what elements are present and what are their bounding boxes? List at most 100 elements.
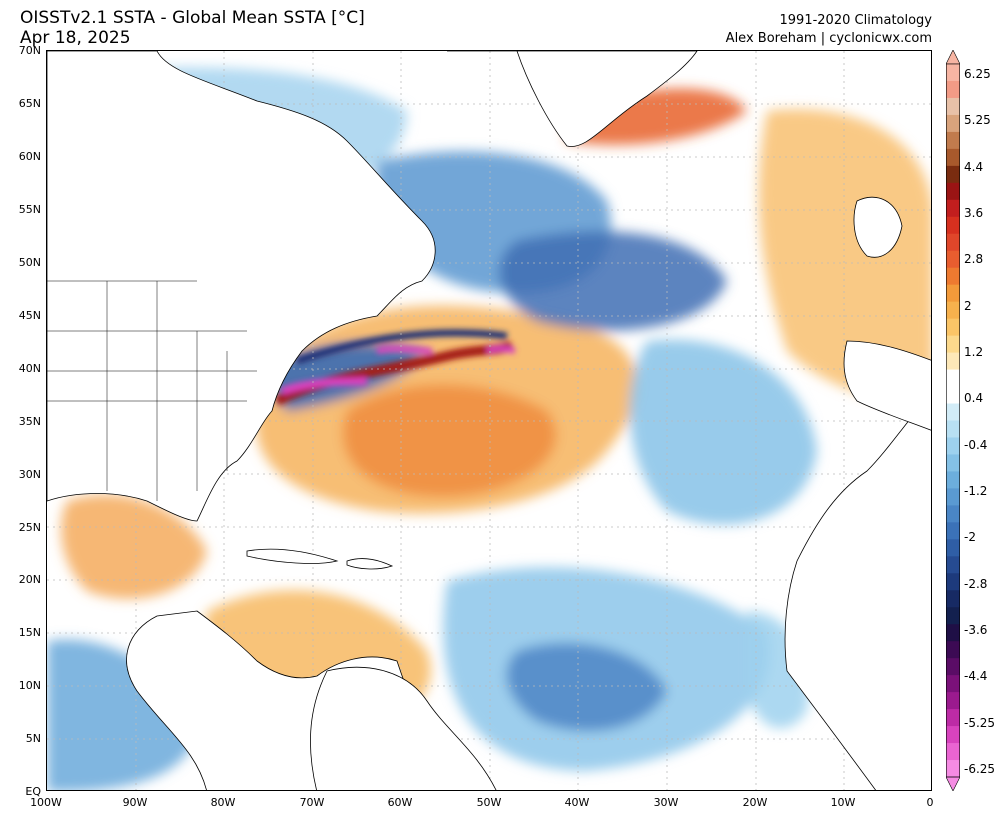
- colorbar-swatch: [946, 352, 960, 371]
- lat-label: 25N: [18, 521, 41, 534]
- colorbar-label: 4.4: [964, 159, 984, 174]
- colorbar-swatch: [946, 335, 960, 354]
- colorbar-frame: [946, 63, 960, 778]
- colorbar-label: -6.25: [964, 762, 996, 776]
- lon-label: 90W: [122, 796, 148, 809]
- colorbar-label: 3.6: [964, 206, 984, 220]
- colorbar-swatch: [946, 743, 960, 761]
- colorbar-swatch: [946, 692, 960, 710]
- colorbar-swatch: [946, 97, 960, 116]
- colorbar-swatch: [946, 505, 960, 523]
- state-borders: [47, 280, 257, 501]
- colorbar-label: 2: [964, 298, 972, 313]
- lon-label: 50W: [476, 796, 502, 809]
- map-canvas: [47, 51, 931, 790]
- lat-label: 50N: [18, 256, 41, 269]
- colorbar-label: -3.6: [964, 623, 988, 637]
- south-america-land: [310, 666, 497, 790]
- colorbar-swatch: [946, 403, 960, 421]
- colorbar-label: -0.4: [964, 437, 988, 452]
- iberia-land: [843, 340, 931, 431]
- climatology-label: 1991-2020 Climatology: [779, 13, 932, 28]
- map-title: OISSTv2.1 SSTA - Global Mean SSTA [°C]: [20, 8, 365, 28]
- colorbar-swatch: [946, 165, 960, 184]
- colorbar-swatch: [946, 131, 960, 150]
- lon-label: 80W: [210, 796, 236, 809]
- colorbar-swatch: [946, 420, 960, 438]
- lon-label: 10W: [830, 796, 856, 809]
- hispaniola-island: [346, 558, 394, 570]
- lat-label: 60N: [18, 150, 41, 163]
- lat-label: EQ: [25, 785, 41, 798]
- colorbar-swatch: [946, 437, 960, 455]
- colorbar-swatch: [946, 539, 960, 557]
- lon-label: 0: [926, 796, 934, 809]
- colorbar-label: 0.4: [964, 391, 984, 406]
- sst-anomaly-map: [46, 50, 932, 791]
- colorbar-swatch: [946, 80, 960, 99]
- colorbar-swatch: [946, 624, 960, 642]
- colorbar-label: -5.25: [964, 715, 996, 730]
- lon-label: 40W: [564, 796, 590, 809]
- lon-label: 60W: [387, 796, 413, 809]
- colorbar-swatch: [946, 454, 960, 472]
- cuba-island: [246, 548, 339, 564]
- colorbar-swatch: [946, 556, 960, 574]
- colorbar-swatch: [946, 216, 960, 235]
- colorbar-label: -2: [964, 530, 976, 545]
- colorbar-label: -1.2: [964, 484, 988, 498]
- lat-label: 70N: [18, 44, 41, 57]
- colorbar-label: -2.8: [964, 576, 988, 591]
- lon-label: 20W: [742, 796, 768, 809]
- colorbar-swatch: [946, 148, 960, 167]
- lat-label: 15N: [18, 626, 41, 639]
- colorbar-label: 5.25: [964, 113, 991, 128]
- colorbar-swatch: [946, 675, 960, 693]
- colorbar-swatch: [946, 199, 960, 218]
- colorbar-swatch: [946, 573, 960, 591]
- colorbar-label: 6.25: [964, 67, 991, 81]
- map-date: Apr 18, 2025: [20, 28, 131, 48]
- landmasses: [47, 51, 931, 790]
- colorbar-swatch: [946, 760, 960, 778]
- colorbar-swatch: [946, 114, 960, 133]
- gulf-stream-anomalies: [274, 329, 516, 406]
- africa-land: [784, 392, 931, 790]
- colorbar-swatch: [946, 64, 960, 82]
- colorbar: [946, 50, 960, 791]
- colorbar-swatch: [946, 267, 960, 286]
- colorbar-min-arrow: [946, 776, 960, 791]
- title-block: OISSTv2.1 SSTA - Global Mean SSTA [°C] A…: [20, 8, 365, 48]
- lat-label: 10N: [18, 679, 41, 692]
- british-isles-land: [853, 196, 903, 258]
- colorbar-swatch: [946, 522, 960, 540]
- lat-label: 45N: [18, 309, 41, 322]
- colorbar-swatch: [946, 182, 960, 201]
- lat-label: 55N: [18, 203, 41, 216]
- lon-label: 30W: [653, 796, 679, 809]
- north-america-land: [47, 51, 436, 522]
- colorbar-swatch: [946, 369, 960, 388]
- colorbar-swatch: [946, 709, 960, 727]
- lon-label: 100W: [30, 796, 62, 809]
- credit-label: Alex Boreham | cyclonicwx.com: [725, 31, 932, 46]
- colorbar-swatch: [946, 488, 960, 506]
- colorbar-label: -4.4: [964, 669, 988, 684]
- lat-label: 30N: [18, 468, 41, 481]
- colorbar-swatch: [946, 726, 960, 744]
- colorbar-swatch: [946, 658, 960, 676]
- colorbar-swatch: [946, 318, 960, 337]
- colorbar-swatch: [946, 284, 960, 303]
- lat-label: 35N: [18, 415, 41, 428]
- greenland-land: [447, 51, 698, 147]
- lat-label: 5N: [25, 732, 41, 745]
- attribution-block: 1991-2020 Climatology Alex Boreham | cyc…: [726, 12, 932, 48]
- colorbar-label: 1.2: [964, 345, 984, 359]
- colorbar-swatch: [946, 641, 960, 659]
- lon-label: 70W: [299, 796, 325, 809]
- colorbar-swatch: [946, 607, 960, 625]
- colorbar-label: 2.8: [964, 252, 984, 267]
- colorbar-swatch: [946, 386, 960, 405]
- colorbar-swatch: [946, 233, 960, 252]
- colorbar-swatch: [946, 301, 960, 320]
